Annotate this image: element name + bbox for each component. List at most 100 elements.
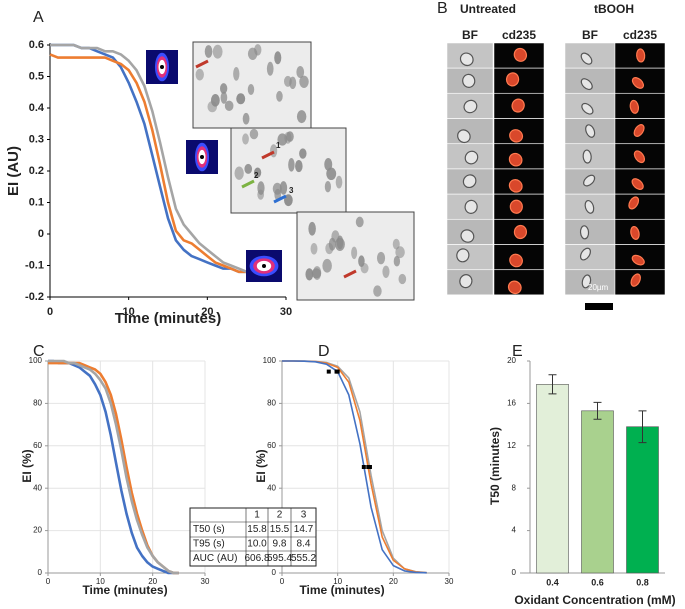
cell [324,180,331,193]
cell [242,112,250,125]
y-tick-label: 16 [507,399,516,408]
x-axis-label: Time (minutes) [299,583,384,597]
cell [253,167,262,178]
cell [249,128,259,140]
x-tick-label: 0.6 [591,577,604,587]
panel-letter: D [318,343,330,360]
cell [456,248,470,263]
cell [462,73,476,88]
cell-image [564,244,616,270]
cell-image [493,93,545,119]
y-tick-label: 0.3 [29,133,44,145]
cell [584,199,595,214]
x-tick-label: 10 [333,577,342,586]
group-label: Untreated [460,2,516,16]
scale-label: 20µm [588,283,609,292]
y-tick-label: 80 [33,399,42,408]
cell [631,77,645,89]
table-cell: 15.8 [247,524,267,535]
series-line [49,53,247,274]
table-cell: 606.8 [244,553,269,564]
cell [508,152,523,167]
series-line [50,43,248,274]
x-tick-label: 20 [148,577,157,586]
cell [582,149,592,164]
table-header: 1 [254,510,260,521]
x-tick-label: 0 [280,577,285,586]
y-tick-label: 8 [512,483,517,492]
cell [219,83,228,94]
bar [536,384,569,574]
panel-letter: E [512,343,523,360]
y-tick-label: 0.6 [29,39,44,51]
cell [220,91,228,104]
cell [296,110,307,124]
table-header: 2 [277,510,283,521]
cell-image [446,118,494,144]
table-cell: 10.0 [247,539,267,550]
panel-letter: C [33,343,45,360]
cell [308,221,316,236]
cell-image [564,118,616,144]
x-tick-label: 0.8 [636,577,649,587]
cell [276,90,283,102]
cell [360,263,369,274]
cell [283,75,292,87]
cell [633,150,646,164]
cell [398,273,407,285]
y-tick-label: 0 [38,568,43,577]
y-tick-label: 40 [33,483,42,492]
y-tick-label: 20 [33,526,42,535]
cell [299,148,307,159]
cell-image [614,118,666,144]
x-tick-label: 0 [46,577,51,586]
table-cell: 555.2 [291,553,316,564]
arrow [261,150,275,160]
group-label: tBOOH [594,2,634,16]
cell [464,150,479,165]
center [200,155,204,159]
cell [376,251,386,265]
column-label: BF [462,28,478,42]
cell [312,266,322,280]
series-line [48,359,179,575]
arrow [273,194,287,204]
cell [254,44,262,56]
cell [322,258,332,273]
x-tick-label: 20 [201,306,213,318]
error-bar [593,401,602,420]
cell [286,131,294,142]
cell [266,61,274,76]
cell [631,178,644,190]
table-row-label: T95 (s) [193,539,225,550]
marker [335,369,340,374]
cell [335,175,343,189]
cell [224,100,234,111]
y-tick-label: 20 [507,356,516,365]
x-axis-label: Oxidant Concentration (mM) [514,593,675,607]
panel-letter: A [33,9,44,26]
x-tick-label: 30 [280,306,292,318]
cell [324,157,333,171]
cell [460,229,475,243]
y-tick-label: -0.2 [25,291,44,303]
cell [511,98,525,113]
cell [331,230,340,243]
x-tick-label: 30 [445,577,454,586]
y-tick-label: 0.5 [29,70,44,82]
y-axis-label: T50 (minutes) [488,427,502,505]
cell [204,45,213,58]
cell-image [614,93,666,119]
x-tick-label: 20 [389,577,398,586]
cell [459,274,473,289]
cell [234,166,244,180]
inset-label: 3 [289,186,294,195]
panel-letter: B [437,0,448,17]
cell-image [614,219,666,245]
cell [236,93,246,105]
cell [305,268,314,281]
cell [579,247,591,261]
y-tick-label: 0 [38,228,44,240]
table-cell: 9.8 [273,539,287,550]
